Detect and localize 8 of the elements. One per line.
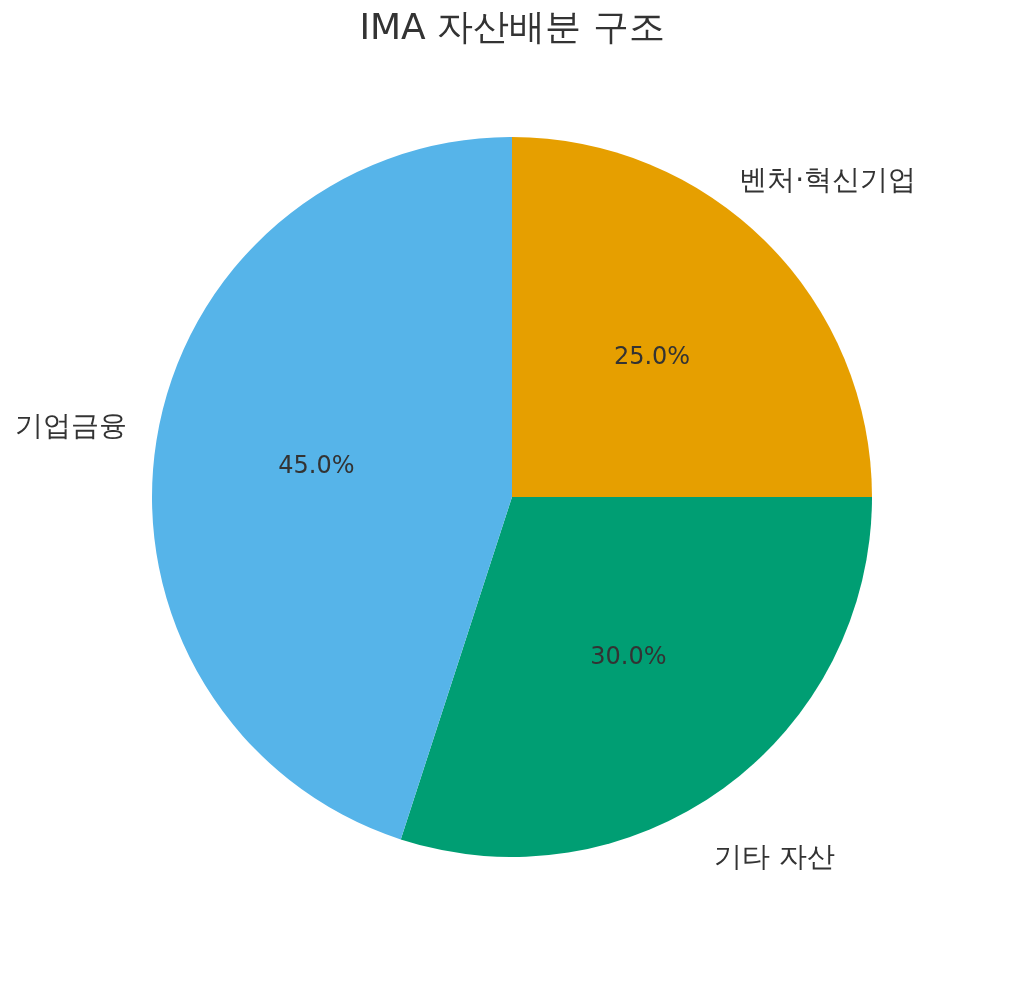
slice-label: 기타 자산 <box>713 840 835 874</box>
pie-slice <box>152 137 512 840</box>
slice-label: 기업금융 <box>15 409 128 443</box>
data-label: 45.0% <box>278 451 355 480</box>
slice-label: 벤처·혁신기업 <box>739 163 917 197</box>
data-label: 25.0% <box>613 341 691 370</box>
data-label: 30.0% <box>590 642 667 671</box>
chart-title: IMA 자산배분 구조 <box>359 6 665 47</box>
